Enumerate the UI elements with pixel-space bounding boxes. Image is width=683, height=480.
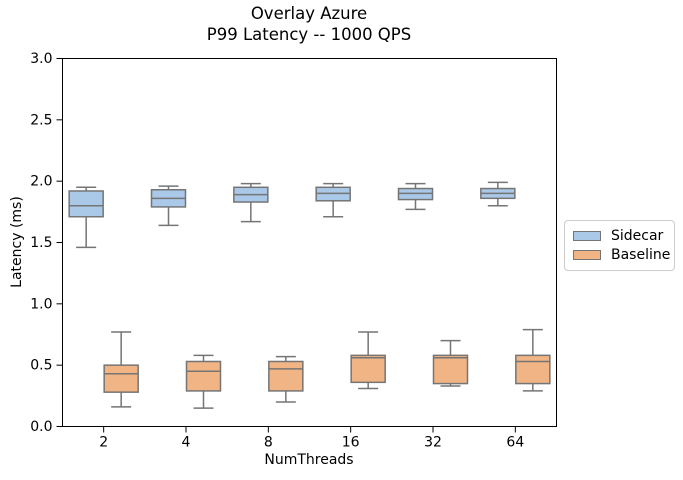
box-baseline-64 — [515, 354, 551, 385]
x-tick-label: 8 — [264, 435, 273, 451]
y-tick-label: 2.0 — [30, 174, 52, 190]
legend: Sidecar Baseline — [564, 220, 675, 271]
y-tick-label: 2.5 — [30, 112, 52, 128]
x-tick-label: 4 — [182, 435, 191, 451]
legend-swatch-sidecar — [573, 230, 601, 241]
legend-label-sidecar: Sidecar — [611, 227, 664, 244]
box-baseline-2 — [103, 364, 139, 393]
legend-swatch-baseline — [573, 249, 601, 260]
y-tick-label: 1.5 — [30, 235, 52, 251]
x-axis-label: NumThreads — [264, 452, 354, 468]
x-tick-label: 32 — [424, 435, 442, 451]
box-baseline-32 — [432, 354, 469, 385]
box-sidecar-2 — [68, 190, 104, 218]
chart-title: Overlay Azure P99 Latency -- 1000 QPS — [206, 4, 412, 44]
legend-label-baseline: Baseline — [611, 246, 671, 263]
x-tick-label: 16 — [342, 435, 360, 451]
legend-item-sidecar: Sidecar — [573, 226, 666, 245]
box-baseline-8 — [268, 360, 304, 392]
x-tick-label: 2 — [99, 435, 108, 451]
y-tick-label: 3.0 — [30, 51, 52, 67]
x-tick-label: 64 — [506, 435, 524, 451]
legend-item-baseline: Baseline — [573, 245, 670, 264]
y-tick-label: 0.0 — [30, 419, 52, 435]
box-baseline-4 — [185, 360, 222, 392]
y-axis-label: Latency (ms) — [9, 196, 25, 288]
box-baseline-16 — [350, 354, 386, 384]
y-tick-label: 0.5 — [30, 358, 52, 374]
y-tick-label: 1.0 — [30, 296, 52, 312]
